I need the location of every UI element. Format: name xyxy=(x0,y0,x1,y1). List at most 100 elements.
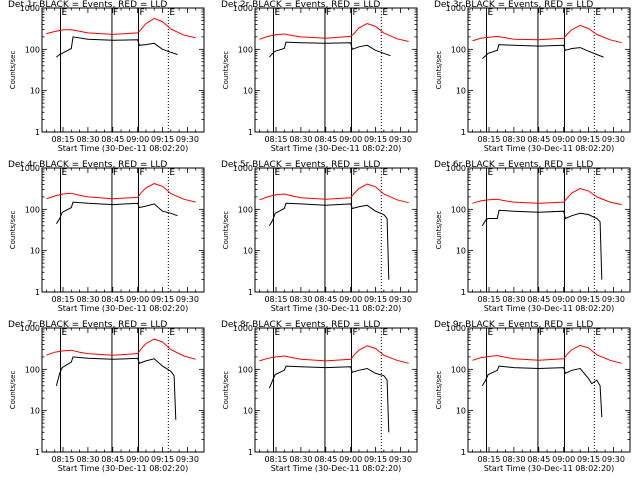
x-tick-label: 09:00 xyxy=(339,295,362,304)
y-tick-label: 1000 xyxy=(20,324,40,333)
x-tick-label: 08:15 xyxy=(51,455,74,464)
time-marker-label: E xyxy=(169,328,175,338)
x-axis-label: Start Time (30-Dec-11 08:02:20) xyxy=(271,144,402,153)
time-marker-label: E xyxy=(382,8,388,18)
time-marker-label: E xyxy=(275,328,281,338)
y-tick-label: 1000 xyxy=(446,164,466,173)
x-tick-label: 09:00 xyxy=(126,135,149,144)
x-tick-label: 09:00 xyxy=(126,455,149,464)
x-tick-label: 09:15 xyxy=(364,295,387,304)
time-marker-label: F xyxy=(139,328,144,338)
y-tick-label: 1 xyxy=(461,288,466,297)
time-marker-label: F xyxy=(326,8,331,18)
series-line-events xyxy=(481,209,603,280)
x-tick-label: 08:30 xyxy=(76,295,99,304)
plot-frame xyxy=(41,327,205,453)
series-line-lld xyxy=(259,183,409,204)
x-tick-label: 09:15 xyxy=(577,455,600,464)
plot-frame xyxy=(41,7,205,133)
y-axis-label: Counts/sec xyxy=(9,211,17,250)
y-axis-label: Counts/sec xyxy=(9,51,17,90)
x-tick-label: 08:30 xyxy=(76,455,99,464)
series-line-lld xyxy=(259,345,409,364)
time-marker-label: F xyxy=(565,168,570,178)
time-marker-label: E xyxy=(595,328,601,338)
time-marker-label: E xyxy=(275,8,281,18)
x-tick-label: 08:15 xyxy=(477,455,500,464)
x-tick-label: 08:45 xyxy=(101,455,124,464)
chart-title: Det 5r BLACK = Events, RED = LLD xyxy=(221,160,380,170)
y-axis-label: Counts/sec xyxy=(435,211,443,250)
time-marker-label: E xyxy=(488,8,494,18)
time-marker-label: E xyxy=(488,168,494,178)
time-marker-label: E xyxy=(169,8,175,18)
y-tick-label: 10 xyxy=(243,87,253,96)
x-tick-label: 09:15 xyxy=(364,135,387,144)
y-axis-label: Counts/sec xyxy=(435,371,443,410)
x-tick-label: 08:30 xyxy=(289,135,312,144)
series-line-events xyxy=(55,356,177,420)
time-marker-label: E xyxy=(595,168,601,178)
y-tick-label: 10 xyxy=(456,407,466,416)
y-tick-label: 10 xyxy=(243,247,253,256)
x-tick-label: 09:00 xyxy=(126,295,149,304)
series-line-events xyxy=(268,202,390,280)
x-tick-label: 08:45 xyxy=(101,135,124,144)
x-axis-label: Start Time (30-Dec-11 08:02:20) xyxy=(271,304,402,313)
chart-panel-8: Det 8r BLACK = Events, RED = LLD 1 10 100 10… xyxy=(221,320,418,473)
time-marker-label: F xyxy=(113,168,118,178)
y-tick-label: 10 xyxy=(456,87,466,96)
chart-panel-2: Det 2r BLACK = Events, RED = LLD 1 10 100 10… xyxy=(221,0,418,153)
chart-title: Det 4r BLACK = Events, RED = LLD xyxy=(8,160,167,170)
y-axis-label: Counts/sec xyxy=(222,51,230,90)
chart-panel-4: Det 4r BLACK = Events, RED = LLD 1 10 100 10… xyxy=(8,160,205,313)
x-tick-label: 08:15 xyxy=(264,295,287,304)
y-tick-label: 100 xyxy=(238,365,253,374)
y-tick-label: 100 xyxy=(25,365,40,374)
plot-frame xyxy=(254,7,418,133)
x-tick-label: 08:15 xyxy=(477,135,500,144)
x-tick-label: 09:30 xyxy=(602,135,625,144)
y-tick-label: 1000 xyxy=(20,4,40,13)
x-tick-label: 08:45 xyxy=(314,455,337,464)
x-axis-label: Start Time (30-Dec-11 08:02:20) xyxy=(58,144,189,153)
chart-title: Det 8r BLACK = Events, RED = LLD xyxy=(221,320,380,330)
chart-title: Det 2r BLACK = Events, RED = LLD xyxy=(221,0,380,10)
y-axis-label: Counts/sec xyxy=(435,51,443,90)
x-tick-label: 09:30 xyxy=(389,455,412,464)
series-line-lld xyxy=(46,17,196,39)
x-tick-label: 08:15 xyxy=(51,135,74,144)
y-tick-label: 1 xyxy=(35,448,40,457)
x-tick-label: 08:15 xyxy=(264,455,287,464)
x-tick-label: 09:15 xyxy=(151,135,174,144)
x-tick-label: 09:15 xyxy=(151,455,174,464)
time-marker-label: E xyxy=(62,168,68,178)
x-axis-label: Start Time (30-Dec-11 08:02:20) xyxy=(484,144,615,153)
y-axis-label: Counts/sec xyxy=(222,371,230,410)
x-axis-label: Start Time (30-Dec-11 08:02:20) xyxy=(484,304,615,313)
time-marker-label: F xyxy=(565,8,570,18)
x-tick-label: 09:30 xyxy=(389,295,412,304)
time-marker-label: E xyxy=(382,168,388,178)
time-marker-label: F xyxy=(352,328,357,338)
chart-title: Det 6r BLACK = Events, RED = LLD xyxy=(434,160,593,170)
x-tick-label: 08:30 xyxy=(289,455,312,464)
chart-panel-1: Det 1r BLACK = Events, RED = LLD 1 10 100 10… xyxy=(8,0,205,153)
x-tick-label: 08:45 xyxy=(314,135,337,144)
series-line-events xyxy=(56,36,178,58)
time-marker-label: E xyxy=(275,168,281,178)
x-tick-label: 09:15 xyxy=(151,295,174,304)
plot-frame xyxy=(254,167,418,293)
y-axis-label: Counts/sec xyxy=(222,211,230,250)
x-axis-label: Start Time (30-Dec-11 08:02:20) xyxy=(58,464,189,473)
x-axis-label: Start Time (30-Dec-11 08:02:20) xyxy=(58,304,189,313)
y-tick-label: 10 xyxy=(30,407,40,416)
series-line-lld xyxy=(472,187,622,206)
y-tick-label: 1000 xyxy=(233,324,253,333)
y-tick-label: 10 xyxy=(243,407,253,416)
y-tick-label: 100 xyxy=(238,205,253,214)
series-line-lld xyxy=(472,344,622,364)
x-tick-label: 09:30 xyxy=(176,455,199,464)
time-marker-label: F xyxy=(539,328,544,338)
x-tick-label: 09:00 xyxy=(552,135,575,144)
